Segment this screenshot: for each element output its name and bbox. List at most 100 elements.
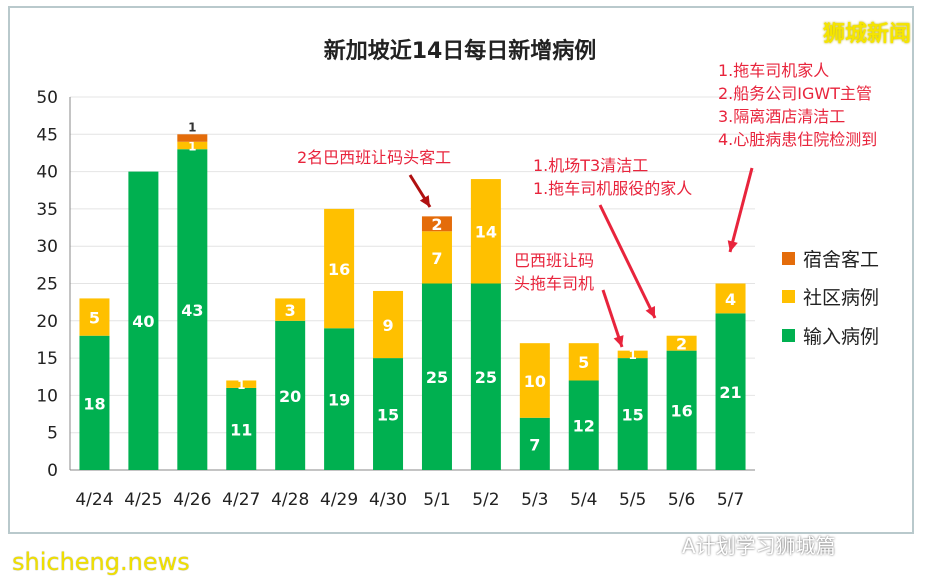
data-label: 15 xyxy=(622,405,644,424)
chart-frame xyxy=(8,6,914,534)
bar-community xyxy=(275,298,306,321)
annotation-5-7: 1.拖车司机家人 2.船务公司IGWT主管 3.隔离酒店清洁工 4.心脏病患住院… xyxy=(718,61,878,149)
x-tick-label: 4/26 xyxy=(173,490,211,510)
data-label: 14 xyxy=(475,223,497,242)
y-tick-label: 10 xyxy=(36,386,58,406)
data-label: 9 xyxy=(382,316,393,335)
data-label: 1 xyxy=(188,120,196,134)
bar-imported xyxy=(715,313,746,470)
x-tick-label: 5/3 xyxy=(521,490,548,510)
x-tick-label: 4/27 xyxy=(222,490,260,510)
bar-community xyxy=(421,231,452,284)
bar-imported xyxy=(275,320,306,470)
x-tick-label: 5/2 xyxy=(472,490,499,510)
x-tick-label: 4/30 xyxy=(369,490,407,510)
y-tick-label: 40 xyxy=(36,163,58,183)
legend-label: 宿舍客工 xyxy=(803,249,879,271)
bar-imported xyxy=(421,283,452,470)
data-label: 2 xyxy=(676,335,687,354)
data-label: 21 xyxy=(719,383,741,402)
watermark: shicheng.news xyxy=(12,548,190,576)
x-tick-label: 5/7 xyxy=(717,490,744,510)
arrow xyxy=(598,204,657,319)
data-label: 18 xyxy=(83,394,105,413)
source-tag: A计划学习狮城篇 xyxy=(682,534,836,558)
data-label: 20 xyxy=(279,387,301,406)
y-tick-label: 30 xyxy=(36,237,58,257)
bar-imported xyxy=(79,335,110,470)
legend-label: 社区病例 xyxy=(803,287,879,309)
legend-swatch xyxy=(782,252,795,265)
data-label: 1 xyxy=(237,378,245,392)
arrow-head xyxy=(645,306,655,318)
bar-community xyxy=(470,179,501,284)
data-label: 12 xyxy=(573,417,595,436)
annotation-5-1: 2名巴西班让码头客工 xyxy=(297,148,452,167)
data-label: 5 xyxy=(578,353,589,372)
bar-imported xyxy=(470,283,501,470)
y-tick-label: 35 xyxy=(36,200,58,220)
x-tick-label: 4/29 xyxy=(320,490,358,510)
bar-dorm xyxy=(177,134,208,142)
data-label: 1 xyxy=(628,348,636,362)
bar-community xyxy=(715,283,746,314)
data-label: 3 xyxy=(285,301,296,320)
x-tick-label: 4/28 xyxy=(271,490,309,510)
y-tick-label: 5 xyxy=(47,424,58,444)
x-tick-label: 5/4 xyxy=(570,490,597,510)
bar-imported xyxy=(568,380,599,470)
bar-imported xyxy=(666,350,697,470)
x-tick-label: 5/5 xyxy=(619,490,646,510)
x-tick-label: 5/6 xyxy=(668,490,695,510)
data-label: 16 xyxy=(328,260,350,279)
bar-community xyxy=(373,290,404,359)
arrow xyxy=(728,167,754,253)
bar-imported xyxy=(519,417,550,470)
data-label: 5 xyxy=(89,308,100,327)
bar-imported xyxy=(226,387,257,470)
bar-community xyxy=(324,208,355,329)
x-tick-label: 4/25 xyxy=(124,490,162,510)
data-label: 7 xyxy=(431,249,442,268)
data-label: 11 xyxy=(230,420,252,439)
bar-imported xyxy=(617,358,648,470)
data-label: 15 xyxy=(377,405,399,424)
bar-community xyxy=(519,343,550,418)
arrow-head xyxy=(613,335,624,347)
brand-logo: 狮城新闻 xyxy=(822,22,911,47)
bar-imported xyxy=(373,358,404,470)
bar-community xyxy=(79,298,110,336)
data-label: 16 xyxy=(670,402,692,421)
bar-community xyxy=(177,141,208,150)
data-label: 10 xyxy=(524,372,546,391)
bar-community xyxy=(568,343,599,381)
bar-community xyxy=(617,350,648,359)
data-label: 40 xyxy=(132,312,154,331)
y-tick-label: 20 xyxy=(36,312,58,332)
data-label: 7 xyxy=(529,435,540,454)
annotation-5-6: 1.机场T3清洁工 1.拖车司机服役的家人 xyxy=(533,156,693,198)
bar-community xyxy=(666,335,697,351)
legend-label: 输入病例 xyxy=(803,326,879,348)
legend-swatch xyxy=(782,329,795,342)
bar-community xyxy=(226,380,257,388)
bar-imported xyxy=(177,149,208,470)
arrow-head xyxy=(727,240,738,252)
bar-dorm xyxy=(421,216,452,232)
data-label: 25 xyxy=(426,368,448,387)
y-tick-label: 45 xyxy=(36,125,58,145)
data-label: 2 xyxy=(431,215,442,234)
data-label: 19 xyxy=(328,391,350,410)
y-tick-label: 50 xyxy=(36,88,58,108)
bar-imported xyxy=(324,328,355,470)
data-label: 4 xyxy=(725,290,736,309)
bar-imported xyxy=(128,171,159,470)
data-label: 43 xyxy=(181,301,203,320)
y-tick-label: 15 xyxy=(36,349,58,369)
x-tick-label: 5/1 xyxy=(423,490,450,510)
arrow-head xyxy=(419,195,430,207)
data-label: 1 xyxy=(188,139,196,153)
data-label: 25 xyxy=(475,368,497,387)
x-tick-label: 4/24 xyxy=(75,490,113,510)
